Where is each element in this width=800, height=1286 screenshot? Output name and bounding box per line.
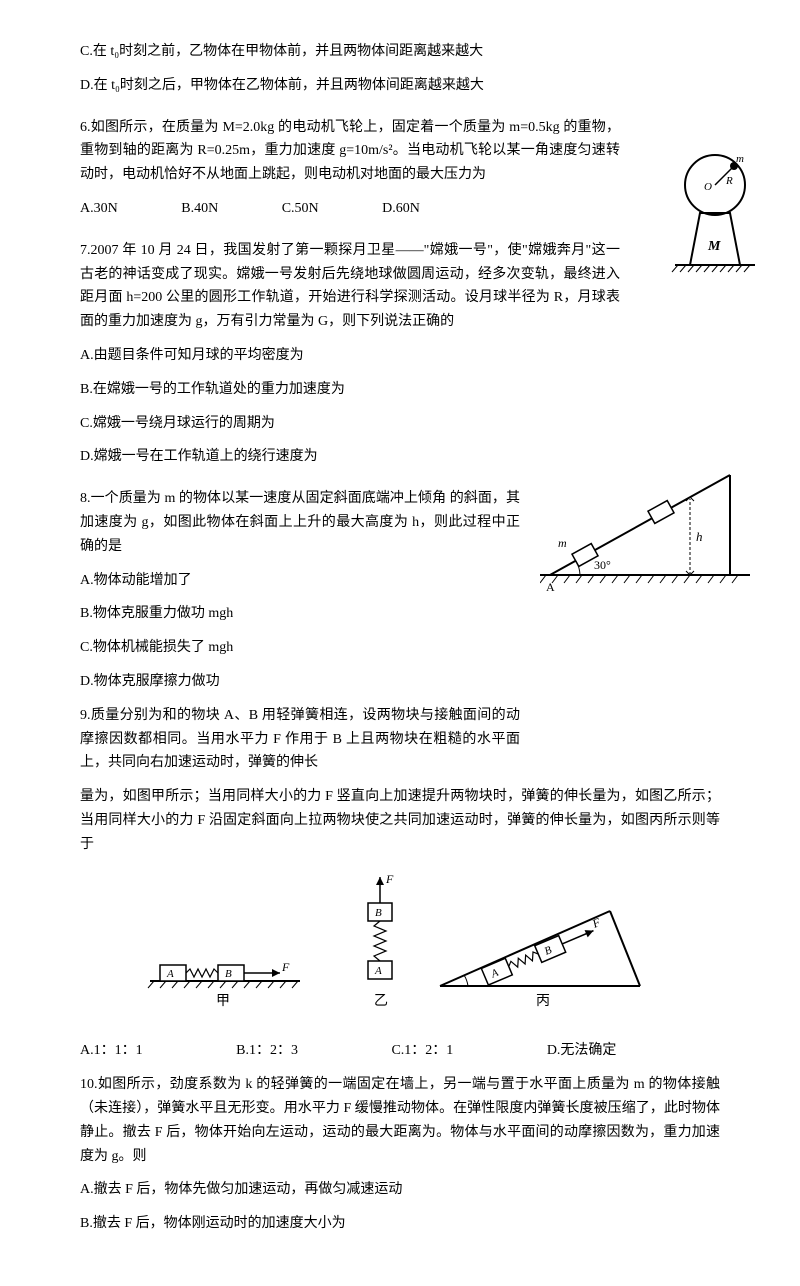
- q9-jia-B: B: [225, 968, 232, 980]
- q6-opt-a: A.30N: [80, 197, 118, 221]
- q8-opt-b: B.物体克服重力做功 mgh: [80, 602, 720, 626]
- q9-cap-bing: 丙: [536, 994, 550, 1009]
- q9-yi-B: B: [375, 907, 382, 919]
- q9-cap-jia: 甲: [216, 994, 230, 1009]
- q10-stem: 10.如图所示，劲度系数为 k 的轻弹簧的一端固定在墙上，另一端与置于水平面上质…: [80, 1073, 720, 1168]
- fig-o-label: O: [704, 181, 712, 193]
- q9-opt-c: C.1：2：1: [391, 1039, 453, 1063]
- q9-jia-A: A: [166, 968, 174, 980]
- q6-options: A.30N B.40N C.50N D.60N: [80, 197, 720, 221]
- q9-opt-d: D.无法确定: [547, 1039, 617, 1063]
- q9-bing-F: F: [589, 914, 603, 930]
- q5-opt-c: C.在 t₀时刻之前，乙物体在甲物体前，并且两物体间距离越来越大: [80, 40, 720, 64]
- q8-figure: h m 30° A: [540, 455, 740, 585]
- q9-jia-F: F: [281, 960, 290, 974]
- q9-opt-a: A.1：1：1: [80, 1039, 143, 1063]
- q7-stem: 7.2007 年 10 月 24 日，我国发射了第一颗探月卫星——"嫦娥一号"，…: [80, 239, 720, 334]
- fig-a: A: [546, 580, 555, 594]
- q7-opt-c: C.嫦娥一号绕月球运行的周期为: [80, 412, 720, 436]
- q6-opt-c: C.50N: [282, 197, 319, 221]
- q9-stem1: 9.质量分别为和的物块 A、B 用轻弹簧相连，设两物块与接触面间的动摩擦因数都相…: [80, 704, 720, 775]
- q6-opt-d: D.60N: [382, 197, 420, 221]
- fig-h: h: [696, 529, 703, 544]
- q6-figure: m O R M: [660, 150, 760, 280]
- q6-opt-b: B.40N: [181, 197, 218, 221]
- fig-m: m: [558, 536, 567, 550]
- q8-opt-c: C.物体机械能损失了 mgh: [80, 636, 720, 660]
- q7-opt-b: B.在嫦娥一号的工作轨道处的重力加速度为: [80, 378, 720, 402]
- q9-stem2: 量为，如图甲所示；当用同样大小的力 F 竖直向上加速提升两物块时，弹簧的伸长量为…: [80, 785, 720, 856]
- q9-yi-F: F: [385, 872, 394, 886]
- q9-yi-A: A: [374, 965, 382, 977]
- q6-stem: 6.如图所示，在质量为 M=2.0kg 的电动机飞轮上，固定着一个质量为 m=0…: [80, 116, 720, 187]
- q9-cap-yi: 乙: [374, 993, 388, 1009]
- q10-opt-b: B.撤去 F 后，物体刚运动时的加速度大小为: [80, 1212, 720, 1236]
- fig-r-label: R: [725, 175, 733, 187]
- q9-options: A.1：1：1 B.1：2：3 C.1：2：1 D.无法确定: [80, 1039, 720, 1063]
- q10-opt-a: A.撤去 F 后，物体先做匀加速运动，再做匀减速运动: [80, 1178, 720, 1202]
- q5-opt-d: D.在 t₀时刻之后，甲物体在乙物体前，并且两物体间距离越来越大: [80, 74, 720, 98]
- q9-figures: A B F 甲 F B A 乙: [80, 871, 720, 1030]
- q8-opt-d: D.物体克服摩擦力做功: [80, 670, 720, 694]
- fig-m-label: m: [736, 153, 744, 165]
- q7-opt-a: A.由题目条件可知月球的平均密度为: [80, 344, 720, 368]
- q9-opt-b: B.1：2：3: [236, 1039, 298, 1063]
- fig-big-m-label: M: [707, 239, 721, 254]
- fig-ang: 30°: [594, 558, 611, 572]
